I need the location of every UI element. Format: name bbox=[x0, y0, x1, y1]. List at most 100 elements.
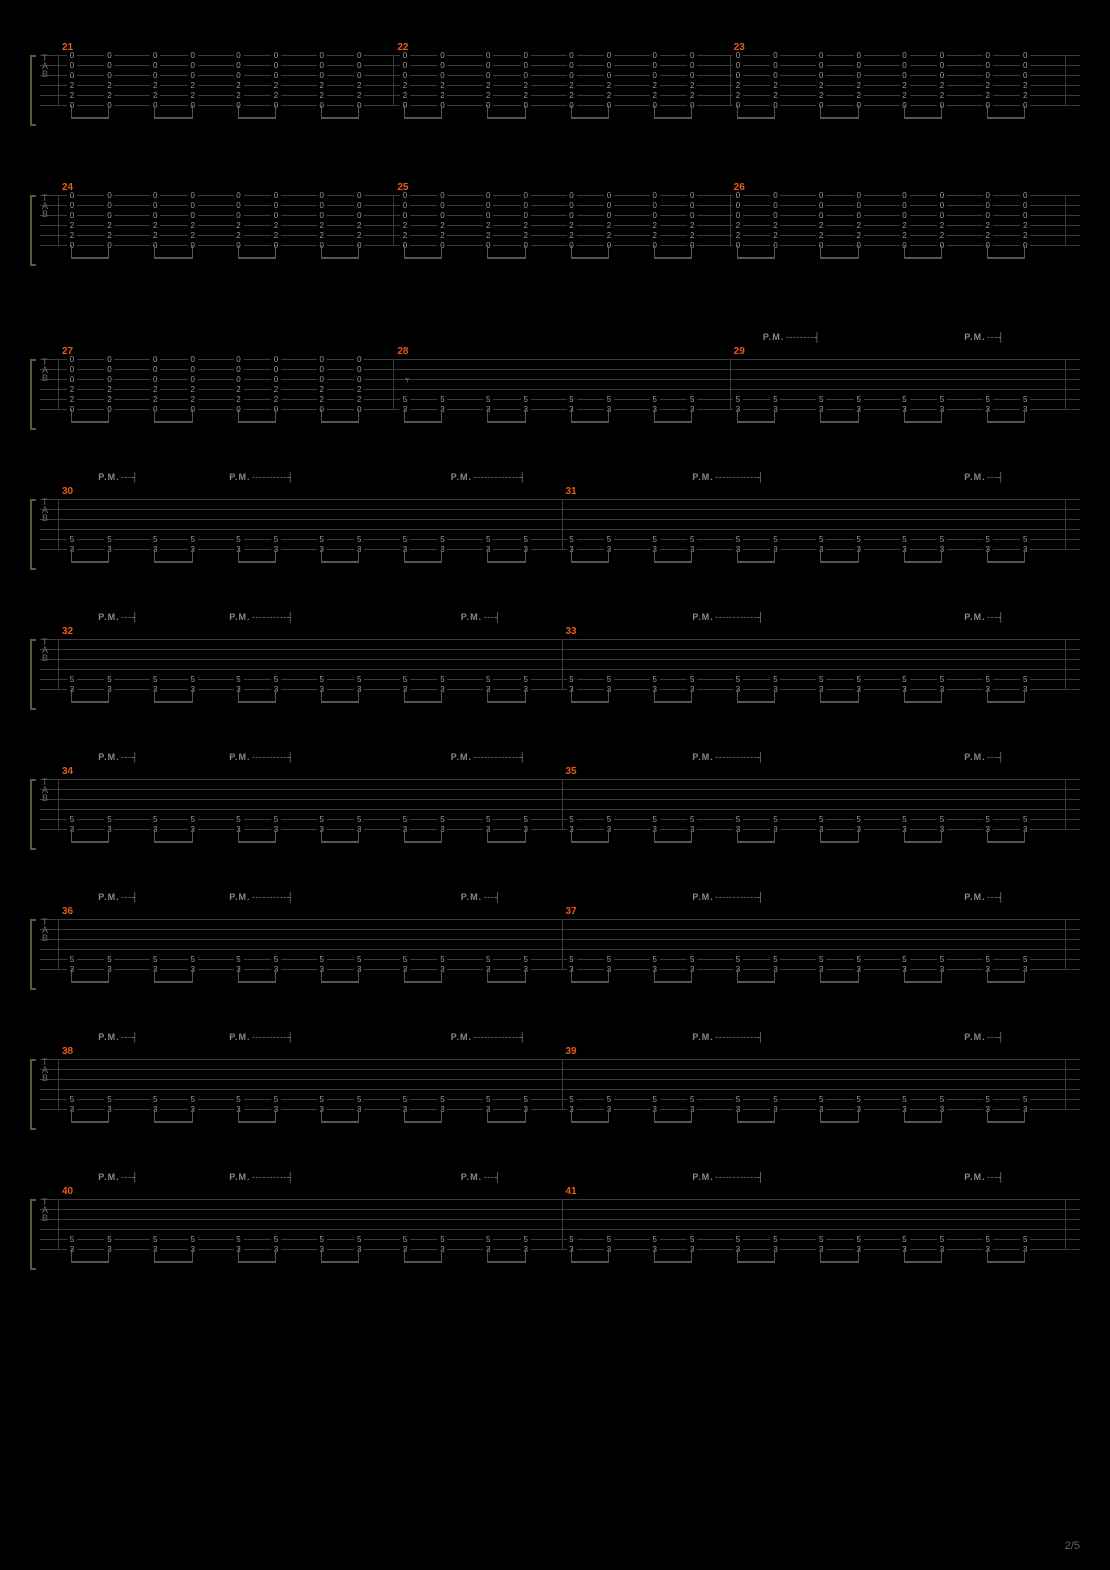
fret-number: 2 bbox=[354, 81, 364, 90]
fret-number: 0 bbox=[437, 71, 447, 80]
fret-number: 0 bbox=[854, 51, 864, 60]
fret-number: 0 bbox=[234, 61, 244, 70]
fret-number: 0 bbox=[188, 355, 198, 364]
tab-clef: TAB bbox=[42, 54, 47, 78]
fret-number: 2 bbox=[1020, 81, 1030, 90]
fret-number: 5 bbox=[604, 815, 614, 824]
fret-number: 0 bbox=[1020, 191, 1030, 200]
fret-number: 2 bbox=[521, 91, 531, 100]
fret-number: 0 bbox=[150, 375, 160, 384]
fret-number: 5 bbox=[271, 1235, 281, 1244]
tab-system: TAB4041P.M. - - - ┤P.M. - - - - - - - - … bbox=[30, 1184, 1080, 1262]
fret-number: 0 bbox=[816, 191, 826, 200]
fret-number: 0 bbox=[733, 101, 743, 110]
fret-number: 5 bbox=[437, 815, 447, 824]
fret-number: 2 bbox=[1020, 231, 1030, 240]
palm-mute-marking: P.M. - - - ┤ bbox=[461, 1172, 500, 1182]
fret-number: 2 bbox=[437, 81, 447, 90]
palm-mute-marking: P.M. - - - ┤ bbox=[964, 1032, 1003, 1042]
fret-number: 5 bbox=[104, 1235, 114, 1244]
fret-number: 3 bbox=[354, 965, 364, 974]
fret-number: 5 bbox=[854, 1235, 864, 1244]
fret-number: 3 bbox=[854, 965, 864, 974]
fret-number: 3 bbox=[816, 965, 826, 974]
fret-number: 2 bbox=[1020, 91, 1030, 100]
measure-number: 39 bbox=[566, 1046, 577, 1057]
fret-number: 0 bbox=[687, 191, 697, 200]
tab-system: TAB3233P.M. - - - ┤P.M. - - - - - - - - … bbox=[30, 624, 1080, 702]
fret-number: 0 bbox=[483, 51, 493, 60]
fret-number: 0 bbox=[854, 241, 864, 250]
fret-number: 5 bbox=[234, 955, 244, 964]
fret-number: 2 bbox=[1020, 221, 1030, 230]
fret-number: 0 bbox=[437, 201, 447, 210]
fret-number: 0 bbox=[354, 365, 364, 374]
fret-number: 5 bbox=[1020, 1235, 1030, 1244]
fret-number: 0 bbox=[1020, 211, 1030, 220]
fret-number: 5 bbox=[150, 815, 160, 824]
fret-number: 0 bbox=[983, 61, 993, 70]
palm-mute-marking: P.M. - - - - - - - - - - ┤ bbox=[229, 472, 292, 482]
fret-number: 3 bbox=[854, 405, 864, 414]
fret-number: 2 bbox=[604, 81, 614, 90]
fret-number: 3 bbox=[733, 545, 743, 554]
palm-mute-marking: P.M. - - - ┤ bbox=[461, 612, 500, 622]
measure-number: 36 bbox=[62, 906, 73, 917]
fret-number: 0 bbox=[400, 101, 410, 110]
fret-number: 0 bbox=[521, 201, 531, 210]
fret-number: 3 bbox=[687, 825, 697, 834]
fret-number: 5 bbox=[770, 535, 780, 544]
fret-number: 0 bbox=[687, 71, 697, 80]
fret-number: 0 bbox=[354, 211, 364, 220]
fret-number: 3 bbox=[150, 965, 160, 974]
fret-number: 3 bbox=[937, 685, 947, 694]
fret-number: 3 bbox=[650, 1105, 660, 1114]
fret-number: 2 bbox=[567, 231, 577, 240]
measure-number: 35 bbox=[566, 766, 577, 777]
fret-number: 2 bbox=[687, 231, 697, 240]
fret-number: 0 bbox=[104, 365, 114, 374]
palm-mute-marking: P.M. - - - - - - - - - - - - - ┤ bbox=[451, 472, 525, 482]
fret-number: 3 bbox=[567, 545, 577, 554]
tab-clef: TAB bbox=[42, 358, 47, 382]
fret-number: 5 bbox=[733, 1235, 743, 1244]
fret-number: 2 bbox=[271, 395, 281, 404]
fret-number: 2 bbox=[854, 91, 864, 100]
palm-mute-marking: P.M. - - - - - - - - - - - - ┤ bbox=[692, 472, 762, 482]
fret-number: 3 bbox=[521, 1245, 531, 1254]
fret-number: 3 bbox=[733, 825, 743, 834]
fret-number: 0 bbox=[770, 101, 780, 110]
fret-number: 0 bbox=[234, 191, 244, 200]
fret-number: 0 bbox=[604, 101, 614, 110]
fret-number: 5 bbox=[733, 1095, 743, 1104]
fret-number: 3 bbox=[150, 545, 160, 554]
notes-area: 0002200002200002200002200002200002200002… bbox=[58, 55, 1072, 120]
fret-number: 5 bbox=[567, 395, 577, 404]
fret-number: 5 bbox=[150, 955, 160, 964]
notes-area: 5353535353535353535353535353535353535353… bbox=[58, 919, 1072, 984]
fret-number: 5 bbox=[937, 675, 947, 684]
fret-number: 3 bbox=[188, 825, 198, 834]
fret-number: 2 bbox=[67, 81, 77, 90]
fret-number: 5 bbox=[317, 955, 327, 964]
fret-number: 5 bbox=[317, 1095, 327, 1104]
fret-number: 5 bbox=[687, 675, 697, 684]
fret-number: 5 bbox=[483, 1095, 493, 1104]
fret-number: 0 bbox=[937, 191, 947, 200]
fret-number: 0 bbox=[770, 241, 780, 250]
fret-number: 2 bbox=[150, 91, 160, 100]
fret-number: 2 bbox=[900, 91, 910, 100]
fret-number: 5 bbox=[687, 1235, 697, 1244]
palm-mute-marking: P.M. - - - - - - - - - - - - - ┤ bbox=[451, 752, 525, 762]
fret-number: 5 bbox=[354, 955, 364, 964]
fret-number: 3 bbox=[567, 405, 577, 414]
fret-number: 3 bbox=[687, 685, 697, 694]
fret-number: 0 bbox=[317, 375, 327, 384]
fret-number: 2 bbox=[437, 231, 447, 240]
fret-number: 5 bbox=[317, 535, 327, 544]
fret-number: 5 bbox=[400, 675, 410, 684]
fret-number: 0 bbox=[983, 241, 993, 250]
fret-number: 5 bbox=[234, 675, 244, 684]
fret-number: 0 bbox=[150, 355, 160, 364]
fret-number: 3 bbox=[687, 545, 697, 554]
